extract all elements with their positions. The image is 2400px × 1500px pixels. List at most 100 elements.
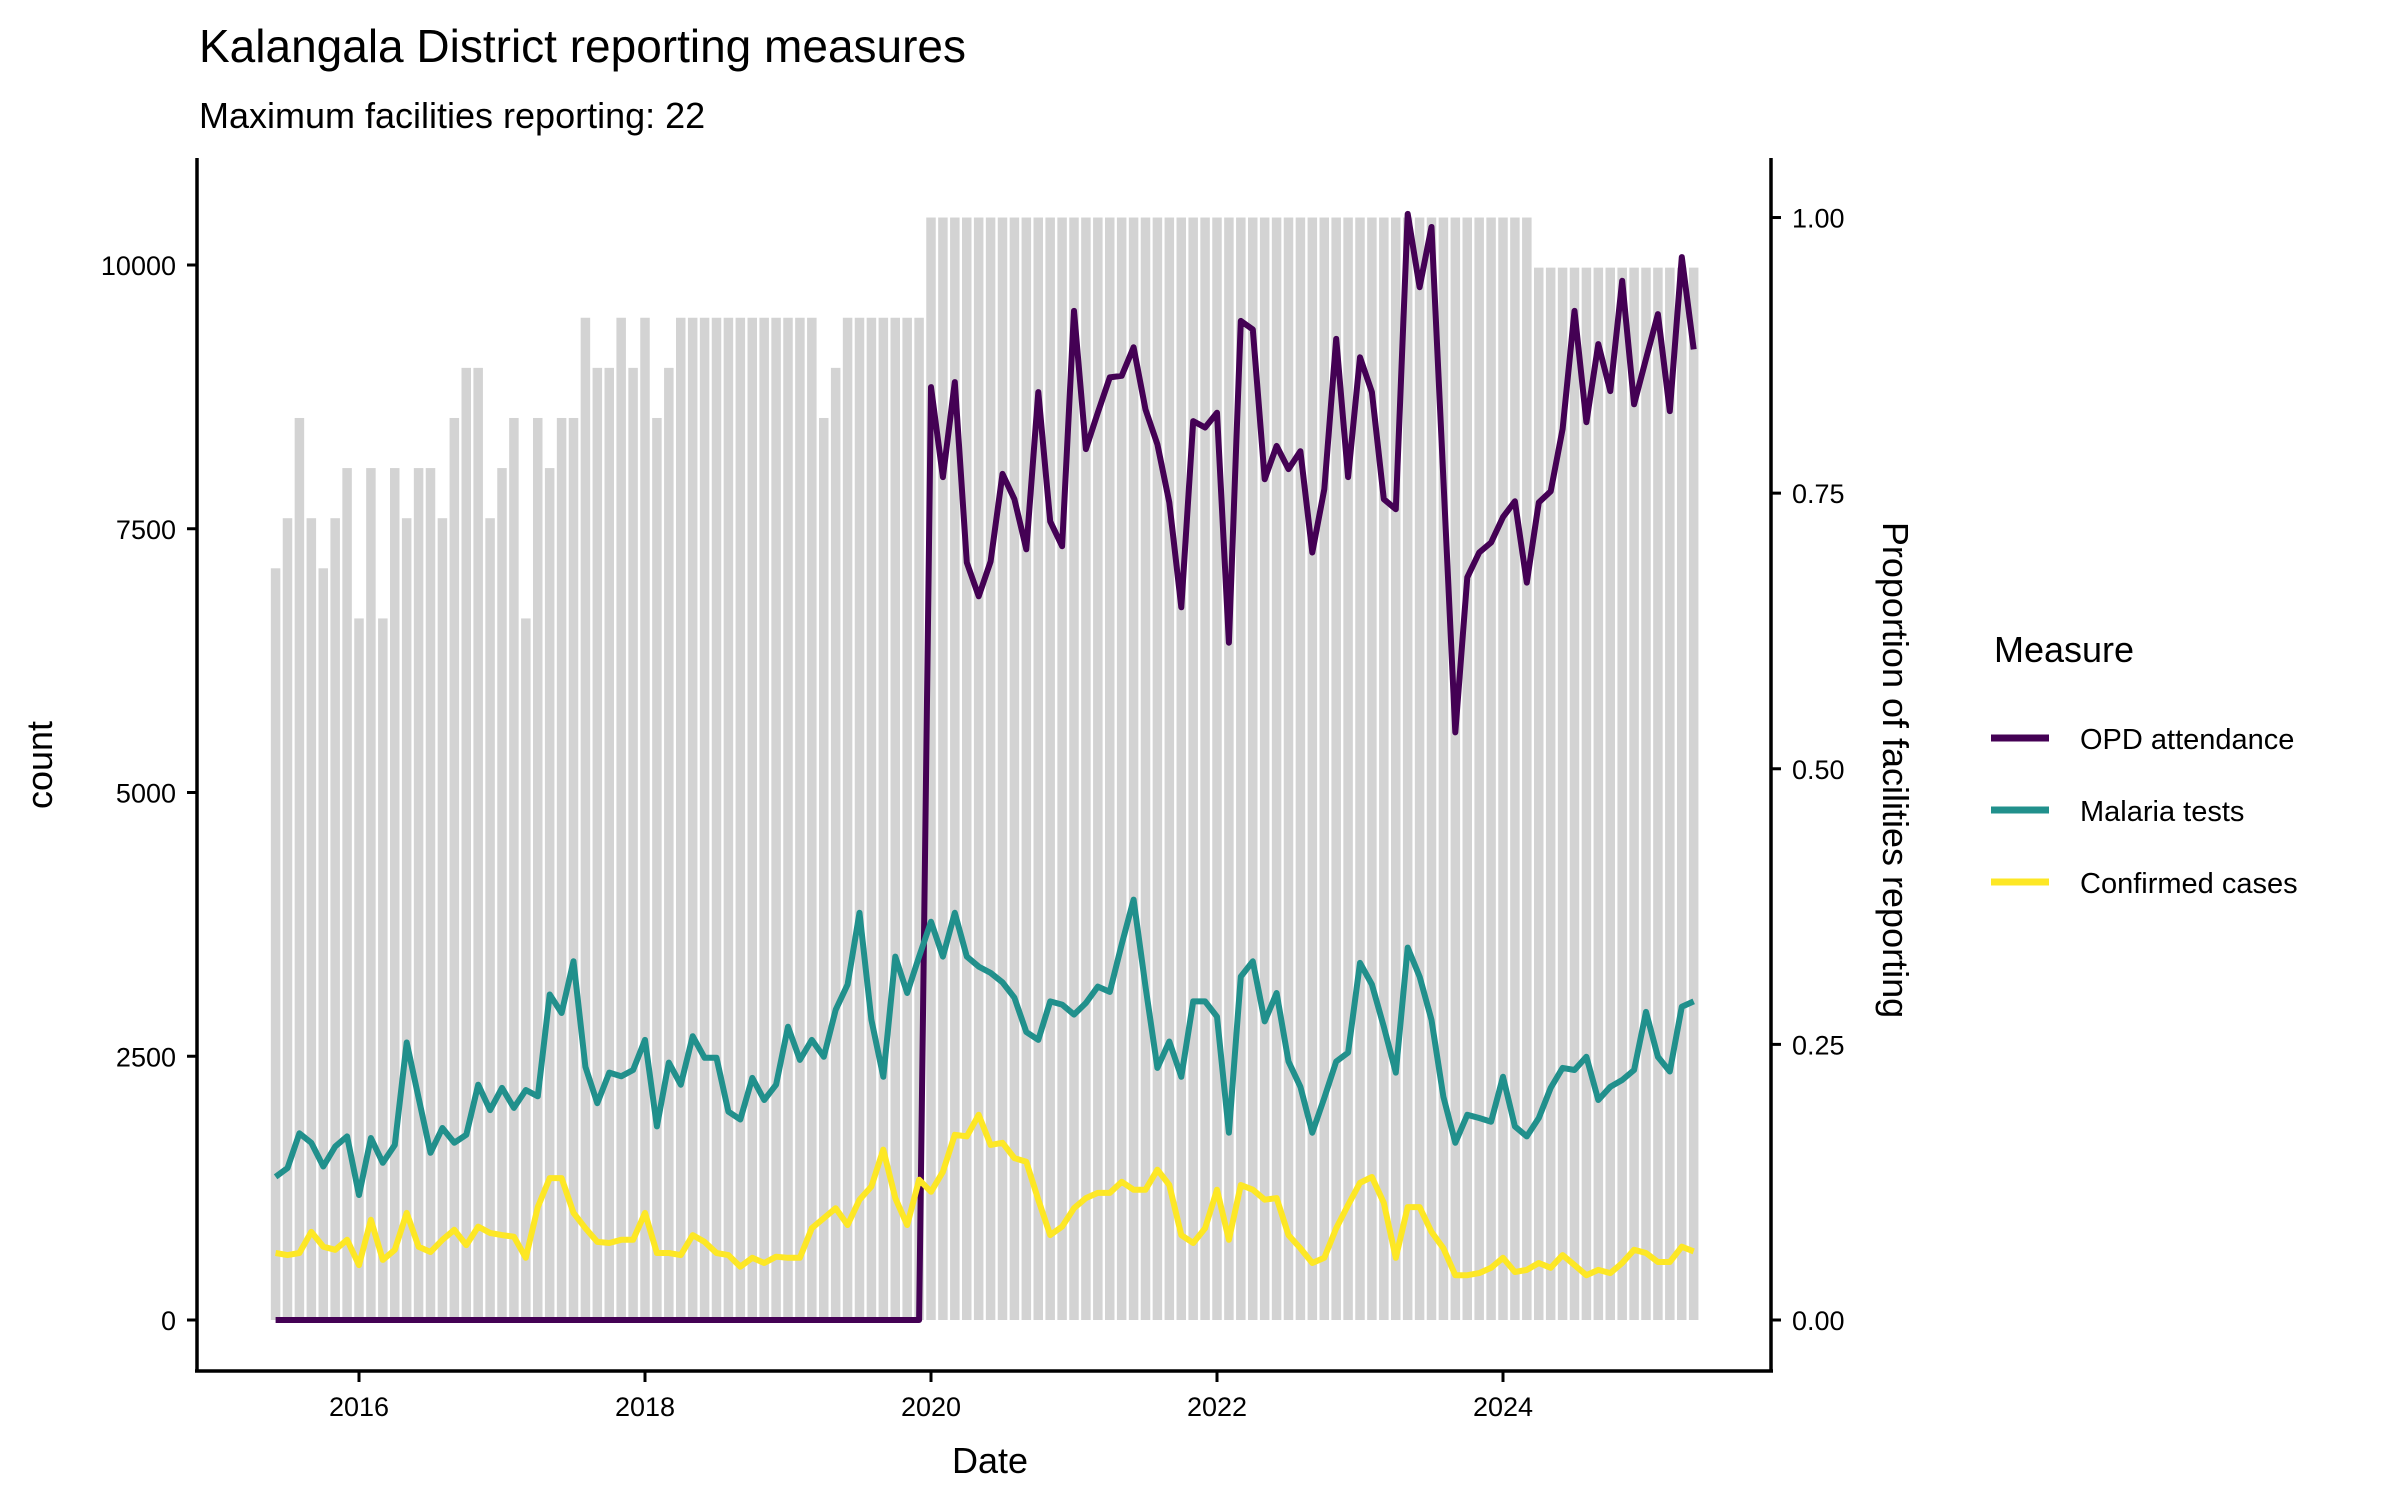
facility-bar bbox=[413, 468, 424, 1320]
facility-bar bbox=[318, 568, 329, 1320]
facility-bar bbox=[699, 317, 710, 1320]
facility-bar bbox=[1486, 217, 1496, 1320]
facility-bar bbox=[1665, 267, 1675, 1321]
facility-bar bbox=[1569, 267, 1580, 1321]
facility-bar bbox=[771, 317, 781, 1320]
facility-bar bbox=[1033, 217, 1044, 1320]
facility-bar bbox=[783, 317, 793, 1320]
facility-bar bbox=[544, 468, 555, 1320]
facility-bar bbox=[1128, 217, 1139, 1320]
facility-bar bbox=[1009, 217, 1020, 1320]
facility-bar bbox=[306, 518, 317, 1320]
facility-bar bbox=[294, 417, 305, 1321]
legend-label: Confirmed cases bbox=[2080, 868, 2298, 900]
legend-label: Malaria tests bbox=[2080, 796, 2244, 828]
facility-bar bbox=[473, 367, 483, 1320]
facility-bar bbox=[604, 367, 615, 1320]
facility-bar bbox=[1307, 217, 1318, 1320]
facility-bar bbox=[854, 317, 865, 1320]
facility-bar bbox=[1093, 217, 1103, 1320]
facility-bar bbox=[1545, 267, 1556, 1321]
facility-bar bbox=[652, 417, 662, 1321]
facility-bar bbox=[807, 317, 817, 1320]
facility-bar bbox=[521, 618, 531, 1320]
facility-bar bbox=[342, 468, 352, 1320]
facility-bar bbox=[640, 317, 650, 1320]
facility-bar bbox=[675, 317, 686, 1320]
y-tick-label: 10000 bbox=[101, 251, 176, 281]
facility-bar bbox=[378, 618, 388, 1320]
facility-bar bbox=[1605, 267, 1616, 1321]
y2-tick-label: 1.00 bbox=[1792, 204, 1845, 234]
facility-bar bbox=[401, 518, 412, 1320]
legend-label: OPD attendance bbox=[2080, 724, 2294, 756]
facility-bar bbox=[866, 317, 877, 1320]
bars-layer bbox=[270, 217, 1699, 1321]
facility-bar bbox=[1450, 217, 1461, 1320]
legend: Measure OPD attendance Malaria tests Confi… bbox=[1991, 629, 2298, 900]
facility-bar bbox=[1236, 217, 1246, 1320]
facility-bar bbox=[1069, 217, 1079, 1320]
facility-bar bbox=[1176, 217, 1187, 1320]
facility-bar bbox=[1474, 217, 1484, 1320]
facility-bar bbox=[1414, 217, 1425, 1320]
series-line-opd-attendance bbox=[275, 210, 1697, 1323]
facility-bar bbox=[1355, 217, 1365, 1320]
facility-bar bbox=[1224, 217, 1234, 1320]
facility-bar bbox=[1081, 217, 1091, 1320]
facility-bar bbox=[389, 468, 400, 1320]
facility-bar bbox=[1653, 267, 1663, 1321]
facility-bar bbox=[1259, 217, 1270, 1320]
facility-bar bbox=[1104, 217, 1115, 1320]
facility-bar bbox=[366, 468, 376, 1320]
facility-bar bbox=[1152, 217, 1163, 1320]
chart-subtitle: Maximum facilities reporting: 22 bbox=[199, 95, 705, 136]
facility-bar bbox=[461, 367, 472, 1320]
facility-bar bbox=[914, 317, 924, 1320]
facility-bar bbox=[1140, 217, 1151, 1320]
facility-bar bbox=[1188, 217, 1198, 1320]
facility-bar bbox=[568, 417, 579, 1321]
facility-bar bbox=[497, 468, 507, 1320]
y2-ticks: 0.00 0.25 0.50 0.75 1.00 bbox=[1771, 204, 1845, 1336]
y-ticks: 0 2500 5000 7500 10000 bbox=[101, 251, 197, 1336]
facility-bar bbox=[330, 518, 340, 1320]
facility-bar bbox=[1581, 267, 1592, 1321]
facility-bar bbox=[1271, 217, 1282, 1320]
facility-bar bbox=[818, 417, 829, 1321]
x-tick-label: 2018 bbox=[615, 1392, 675, 1422]
facility-bar bbox=[1629, 267, 1639, 1321]
facility-bar bbox=[1462, 217, 1473, 1320]
facility-bar bbox=[687, 317, 698, 1320]
x-tick-label: 2024 bbox=[1473, 1392, 1533, 1422]
facility-bar bbox=[1617, 267, 1627, 1321]
y-tick-label: 5000 bbox=[116, 779, 176, 809]
facility-bar bbox=[1283, 217, 1294, 1320]
facility-bar bbox=[1676, 267, 1687, 1321]
facility-bar bbox=[580, 317, 591, 1320]
facility-bar bbox=[985, 217, 996, 1320]
facility-bar bbox=[1021, 217, 1032, 1320]
facility-bar bbox=[890, 317, 901, 1320]
series-line-malaria-tests bbox=[273, 896, 1695, 1198]
facility-bar bbox=[1557, 267, 1568, 1321]
y2-tick-label: 0.25 bbox=[1792, 1030, 1845, 1060]
facility-bar bbox=[1212, 217, 1222, 1320]
axes bbox=[195, 158, 1773, 1373]
y2-tick-label: 0.75 bbox=[1792, 479, 1845, 509]
x-tick-label: 2020 bbox=[901, 1392, 961, 1422]
facility-bar bbox=[628, 367, 638, 1320]
facility-bar bbox=[735, 317, 746, 1320]
facility-bar bbox=[1402, 217, 1413, 1320]
legend-title: Measure bbox=[1994, 629, 2134, 670]
facility-bar bbox=[616, 317, 626, 1320]
facility-bar bbox=[556, 417, 567, 1321]
facility-bar bbox=[1522, 217, 1532, 1320]
facility-bar bbox=[1533, 267, 1544, 1321]
facility-bar bbox=[961, 217, 972, 1320]
facility-bar bbox=[997, 217, 1008, 1320]
x-tick-label: 2022 bbox=[1187, 1392, 1247, 1422]
facility-bar bbox=[1367, 217, 1377, 1320]
facility-bar bbox=[1688, 267, 1699, 1321]
facility-bar bbox=[1343, 217, 1353, 1320]
